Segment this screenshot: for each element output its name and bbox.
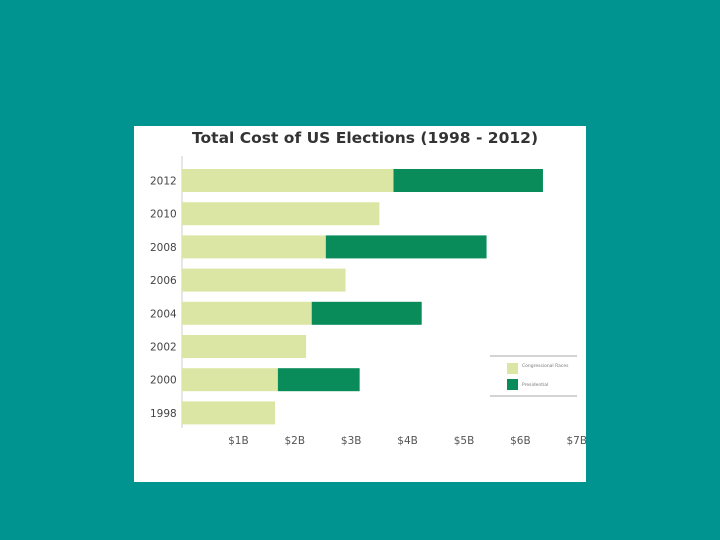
bar-2002-congressional [182, 335, 307, 358]
bar-2012-congressional [182, 169, 394, 192]
bar-2000-congressional [182, 368, 278, 392]
bar-2010-congressional [182, 202, 380, 226]
bar-2000-presidential [277, 368, 360, 392]
chart-title: Total Cost of US Elections (1998 - 2012) [192, 129, 538, 147]
bar-chart: Total Cost of US Elections (1998 - 2012)… [150, 129, 586, 447]
category-label-2006: 2006 [150, 275, 177, 287]
legend-swatch-presidential [507, 379, 518, 390]
bars-group [182, 169, 543, 425]
category-label-2010: 2010 [150, 209, 177, 221]
category-labels-group: 2012 2010 2008 2006 2004 2002 2000 1998 [150, 176, 177, 420]
category-label-2008: 2008 [150, 242, 177, 254]
x-tick-label-1: $1B [228, 435, 249, 447]
x-tick-label-5: $5B [454, 435, 475, 447]
x-tick-labels-group: $1B $2B $3B $4B $5B $6B $7B [228, 435, 586, 447]
x-tick-label-2: $2B [285, 435, 306, 447]
bar-2012-presidential [393, 169, 543, 192]
bar-2008-congressional [182, 235, 326, 259]
bar-2006-congressional [182, 268, 346, 292]
bar-1998-congressional [182, 401, 276, 425]
category-label-2012: 2012 [150, 176, 177, 188]
category-label-2000: 2000 [150, 375, 177, 387]
category-label-1998: 1998 [150, 408, 177, 420]
legend: Congressional Races Presidential [490, 355, 577, 397]
x-tick-label-7: $7B [567, 435, 586, 447]
category-label-2004: 2004 [150, 308, 177, 320]
category-label-2002: 2002 [150, 342, 177, 354]
x-tick-label-6: $6B [510, 435, 531, 447]
bar-2004-congressional [182, 301, 312, 325]
bar-2004-presidential [311, 301, 422, 325]
legend-label-congressional: Congressional Races [522, 363, 569, 369]
bar-2008-presidential [325, 235, 487, 259]
x-tick-label-4: $4B [397, 435, 418, 447]
legend-swatch-congressional [507, 363, 518, 374]
x-tick-label-3: $3B [341, 435, 362, 447]
chart-card: Total Cost of US Elections (1998 - 2012)… [134, 126, 586, 482]
legend-label-presidential: Presidential [522, 382, 548, 388]
